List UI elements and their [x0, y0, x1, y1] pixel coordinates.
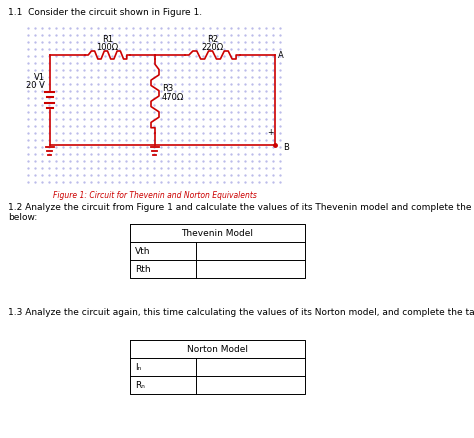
Text: 220Ω: 220Ω — [201, 43, 224, 52]
Text: A: A — [278, 52, 284, 60]
Text: R3: R3 — [162, 84, 173, 93]
Text: 100Ω: 100Ω — [96, 43, 118, 52]
Text: Rth: Rth — [135, 265, 151, 273]
Text: Iₙ: Iₙ — [135, 363, 141, 371]
Text: 1.3 Analyze the circuit again, this time calculating the values of its Norton mo: 1.3 Analyze the circuit again, this time… — [8, 308, 474, 317]
Text: Rₙ: Rₙ — [135, 381, 145, 389]
Text: Norton Model: Norton Model — [187, 345, 248, 353]
Text: Figure 1: Circuit for Thevenin and Norton Equivalents: Figure 1: Circuit for Thevenin and Norto… — [53, 191, 257, 199]
Text: 1.1  Consider the circuit shown in Figure 1.: 1.1 Consider the circuit shown in Figure… — [8, 8, 202, 17]
Text: Vth: Vth — [135, 247, 151, 255]
Text: Thevenin Model: Thevenin Model — [182, 229, 254, 237]
Text: +: + — [267, 128, 273, 137]
Text: B: B — [283, 142, 289, 152]
Text: R2: R2 — [207, 35, 218, 44]
Text: 20 V: 20 V — [26, 81, 45, 91]
Text: R1: R1 — [102, 35, 113, 44]
Text: below:: below: — [8, 213, 37, 222]
Text: V1: V1 — [34, 73, 45, 81]
Text: 470Ω: 470Ω — [162, 93, 184, 102]
Text: 1.2 Analyze the circuit from Figure 1 and calculate the values of its Thevenin m: 1.2 Analyze the circuit from Figure 1 an… — [8, 203, 474, 212]
